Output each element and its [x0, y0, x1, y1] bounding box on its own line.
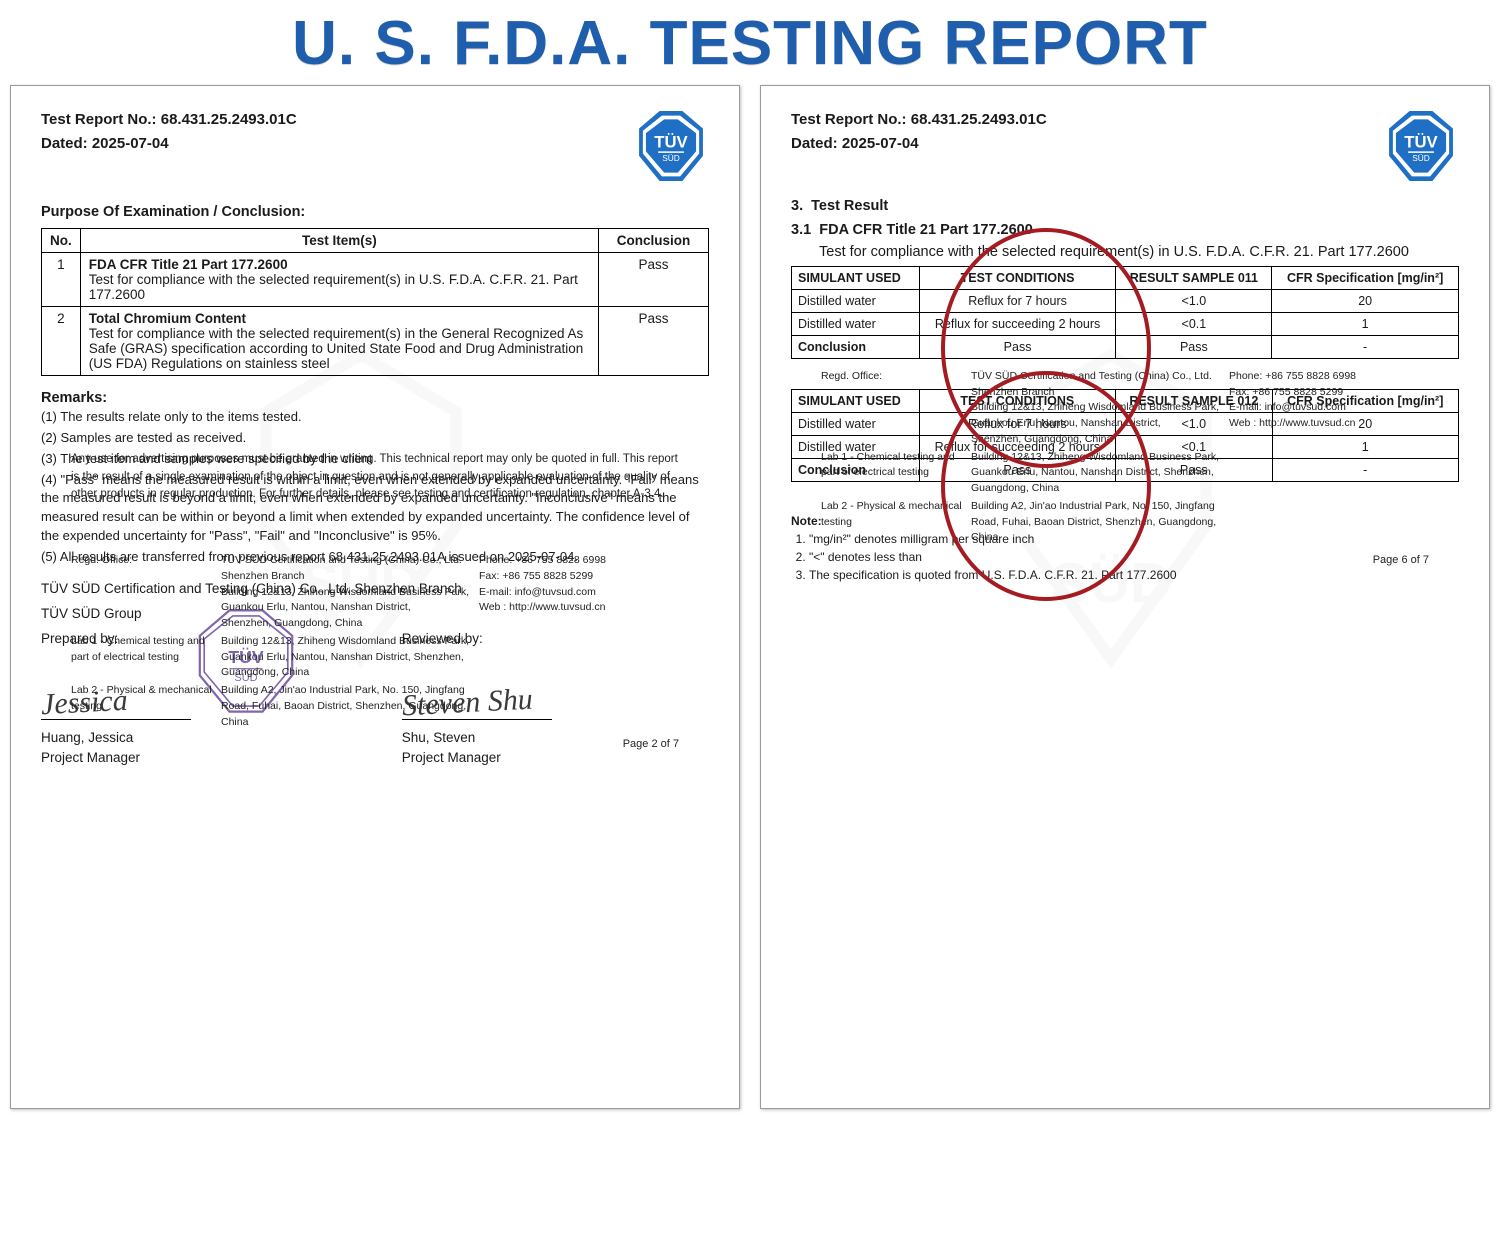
lab2-label: Lab 2 - Physical & mechanical testing: [71, 683, 221, 730]
right-regd-office-line-1: TÜV SÜD Certification and Testing (China…: [971, 369, 1229, 401]
row2-conclusion: Pass: [599, 307, 709, 376]
t1-header-conditions: TEST CONDITIONS: [919, 267, 1116, 290]
t1-row2-cfr: 1: [1272, 313, 1459, 336]
contact-email: E-mail: info@tuvsud.com: [479, 585, 679, 601]
left-page-number: Page 2 of 7: [71, 738, 679, 750]
contact-web: Web : http://www.tuvsud.cn: [479, 600, 679, 616]
right-document-panel: SÜD Test Report No.: 68.431.25.2493.01C …: [760, 85, 1490, 1109]
t1-row2-result: <0.1: [1116, 313, 1272, 336]
reviewed-title: Project Manager: [402, 748, 709, 768]
right-regd-office-label: Regd. Office:: [821, 369, 971, 448]
right-contact-web: Web : http://www.tuvsud.cn: [1229, 416, 1429, 432]
t1-row1-result: <1.0: [1116, 290, 1272, 313]
right-regd-office-line-3: Shenzhen, Guangdong, China: [971, 432, 1229, 448]
remark-1: (1) The results relate only to the items…: [41, 408, 709, 427]
t1-row1-conditions: Reflux for 7 hours: [919, 290, 1116, 313]
t1-row2-simulant: Distilled water: [792, 313, 920, 336]
lab1-label: Lab 1 - Chemical testing and part of ele…: [71, 634, 221, 681]
row2-no: 2: [42, 307, 81, 376]
result-table-1-wrap: SIMULANT USED TEST CONDITIONS RESULT SAM…: [791, 266, 1459, 359]
tuv-sud-logo-icon-2: TÜV SÜD: [1383, 108, 1459, 184]
purpose-title: Purpose Of Examination / Conclusion:: [41, 204, 709, 220]
right-contact-phone: Phone: +86 755 8828 6998: [1229, 369, 1429, 385]
right-report-dated: Dated: 2025-07-04: [791, 132, 1047, 156]
table-header-item: Test Item(s): [80, 229, 598, 253]
lab2-address: Building A2, Jin'ao Industrial Park, No.…: [221, 683, 479, 730]
svg-text:SÜD: SÜD: [662, 153, 680, 163]
row1-conclusion: Pass: [599, 253, 709, 307]
t1-header-cfr: CFR Specification [mg/in²]: [1272, 267, 1459, 290]
row1-desc: Test for compliance with the selected re…: [89, 272, 590, 302]
svg-text:TÜV: TÜV: [1404, 133, 1438, 152]
t1-header-result: RESULT SAMPLE 011: [1116, 267, 1272, 290]
subsection-3-1-heading: 3.1 FDA CFR Title 21 Part 177.2600: [791, 222, 1459, 238]
subsection-3-1-text: Test for compliance with the selected re…: [819, 244, 1459, 260]
right-lab2-label: Lab 2 - Physical & mechanical testing: [821, 499, 971, 546]
right-report-no: Test Report No.: 68.431.25.2493.01C: [791, 108, 1047, 132]
left-report-dated: Dated: 2025-07-04: [41, 132, 297, 156]
row2-title: Total Chromium Content: [89, 311, 590, 326]
svg-text:TÜV: TÜV: [654, 133, 688, 152]
row1-title: FDA CFR Title 21 Part 177.2600: [89, 257, 590, 272]
regd-office-line-1: TÜV SÜD Certification and Testing (China…: [221, 553, 479, 585]
right-contact-email: E-mail: info@tuvsud.com: [1229, 400, 1429, 416]
result-table-1: SIMULANT USED TEST CONDITIONS RESULT SAM…: [791, 266, 1459, 359]
table-header-no: No.: [42, 229, 81, 253]
note-item-3: The specification is quoted from U.S. F.…: [809, 566, 1459, 584]
left-document-panel: SÜD Test Report No.: 68.431.25.2493.01C …: [10, 85, 740, 1109]
table-row-2: 2 Total Chromium Content Test for compli…: [42, 307, 709, 376]
remark-2: (2) Samples are tested as received.: [41, 429, 709, 448]
right-lab1-label: Lab 1 - Chemical testing and part of ele…: [821, 450, 971, 497]
right-lab1-address: Building 12&13, Zhiheng Wisdomland Busin…: [971, 450, 1229, 497]
right-regd-office-line-2: Building 12&13, Zhiheng Wisdomland Busin…: [971, 400, 1229, 432]
t1-row1-cfr: 20: [1272, 290, 1459, 313]
t1-conclusion-cfr: -: [1272, 336, 1459, 359]
table-row-1: 1 FDA CFR Title 21 Part 177.2600 Test fo…: [42, 253, 709, 307]
t1-conclusion-cond: Pass: [919, 336, 1116, 359]
t1-row2-conditions: Reflux for succeeding 2 hours: [919, 313, 1116, 336]
row2-desc: Test for compliance with the selected re…: [89, 326, 590, 371]
t1-conclusion-label: Conclusion: [792, 336, 920, 359]
right-contact-fax: Fax: +86 755 8828 5299: [1229, 385, 1429, 401]
remarks-title: Remarks:: [41, 390, 709, 406]
regd-office-label: Regd. Office:: [71, 553, 221, 632]
t1-header-simulant: SIMULANT USED: [792, 267, 920, 290]
prepared-title: Project Manager: [41, 748, 348, 768]
table-header-conclusion: Conclusion: [599, 229, 709, 253]
t1-row1-simulant: Distilled water: [792, 290, 920, 313]
page-title: U. S. F.D.A. TESTING REPORT: [0, 0, 1500, 85]
section-3-heading: 3. Test Result: [791, 198, 1459, 214]
regd-office-line-3: Shenzhen, Guangdong, China: [221, 616, 479, 632]
conclusion-table: No. Test Item(s) Conclusion 1 FDA CFR Ti…: [41, 228, 709, 376]
disclaimer-text: Any use for advertising purposes must be…: [71, 451, 679, 503]
t1-conclusion-result: Pass: [1116, 336, 1272, 359]
svg-text:SÜD: SÜD: [1412, 153, 1430, 163]
tuv-sud-logo-icon: TÜV SÜD: [633, 108, 709, 184]
lab1-address: Building 12&13, Zhiheng Wisdomland Busin…: [221, 634, 479, 681]
left-report-no: Test Report No.: 68.431.25.2493.01C: [41, 108, 297, 132]
right-page-number: Page 6 of 7: [821, 554, 1429, 566]
contact-fax: Fax: +86 755 8828 5299: [479, 569, 679, 585]
regd-office-line-2: Building 12&13, Zhiheng Wisdomland Busin…: [221, 585, 479, 617]
right-lab2-address: Building A2, Jin'ao Industrial Park, No.…: [971, 499, 1229, 546]
row1-no: 1: [42, 253, 81, 307]
contact-phone: Phone: +86 755 8828 6998: [479, 553, 679, 569]
